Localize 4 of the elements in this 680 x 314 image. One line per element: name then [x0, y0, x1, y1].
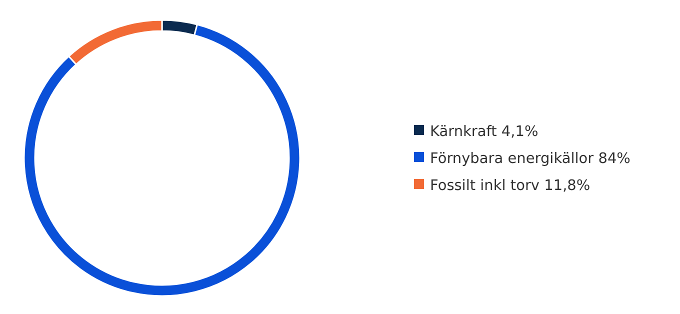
- donut-slice: [23, 24, 301, 297]
- legend-label: Fossilt inkl torv 11,8%: [430, 178, 590, 194]
- legend-label: Förnybara energikällor 84%: [430, 151, 630, 168]
- legend-label: Kärnkraft 4,1%: [430, 124, 538, 140]
